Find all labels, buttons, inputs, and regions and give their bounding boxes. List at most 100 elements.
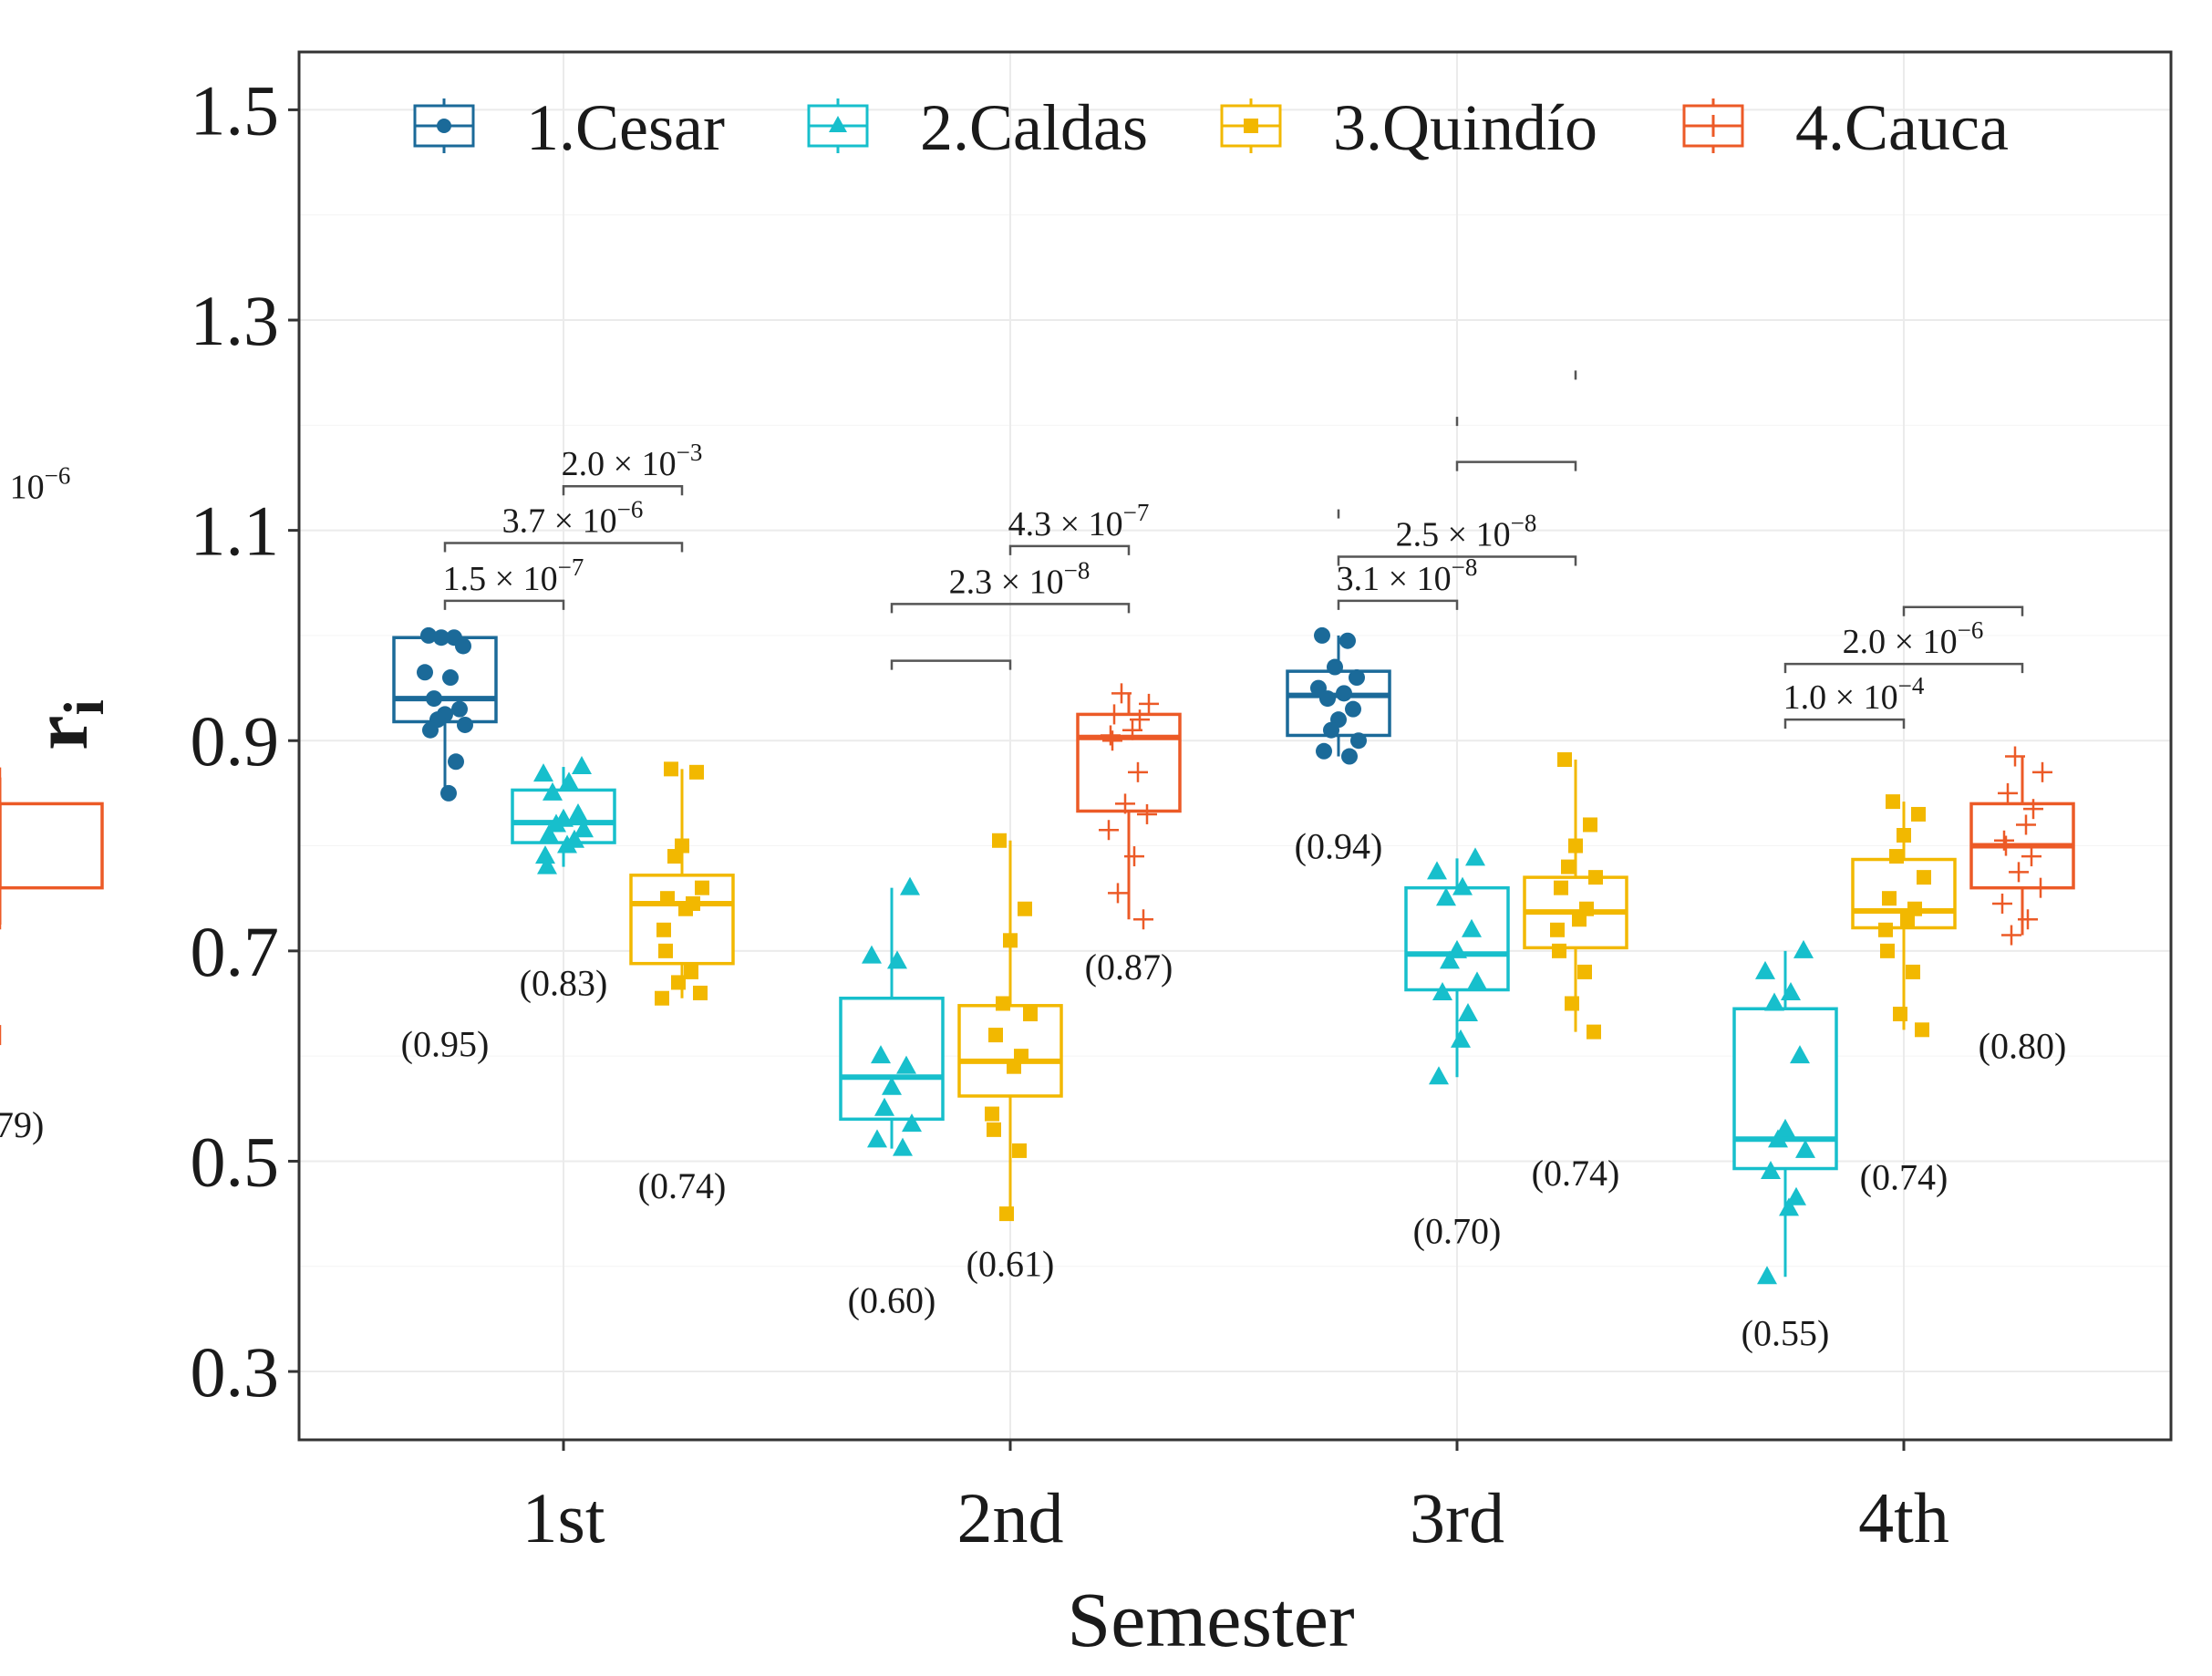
data-point (1465, 847, 1485, 866)
data-point (1007, 1059, 1021, 1074)
data-point (2016, 814, 2036, 835)
legend-label: 4.Cauca (1795, 91, 2009, 164)
p-value-mantissa: 2.5 × 10 (1396, 515, 1511, 553)
data-point (1998, 782, 2018, 803)
p-value-mantissa: 2.0 × 10 (562, 445, 677, 483)
y-tick-label: 1.1 (191, 491, 280, 571)
data-point (1790, 1045, 1810, 1064)
data-point (1757, 1266, 1777, 1285)
data-point (546, 813, 566, 833)
data-point (1339, 632, 1356, 649)
data-point (1447, 939, 1467, 958)
mean-label: (0.61) (966, 1243, 1055, 1284)
mean-label: (0.83) (520, 962, 608, 1003)
p-value-label: 2.3 × 10−8 (949, 556, 1090, 601)
data-point (667, 849, 682, 864)
legend-label: 2.Caldas (920, 91, 1148, 164)
data-point (874, 1097, 894, 1116)
y-axis-title-main: r (16, 716, 104, 750)
data-point (455, 637, 471, 655)
bracket-line (1337, 555, 1577, 566)
data-point (440, 784, 457, 802)
data-point (1561, 859, 1576, 874)
data-point (671, 975, 686, 990)
legend-label: 1.Cesar (526, 91, 725, 164)
data-point (1587, 1024, 1601, 1040)
x-tick-label: 1st (522, 1478, 605, 1557)
p-value-exponent: −8 (1452, 553, 1478, 581)
y-tick-label: 0.3 (191, 1332, 280, 1412)
data-point (1878, 922, 1893, 937)
data-point (2032, 761, 2052, 782)
data-point (893, 1137, 913, 1156)
significance-bracket: 1.0 × 10−4 (1783, 672, 1925, 729)
legend-item-3.Quindío: 3.Quindío (1220, 91, 1597, 164)
significance-bracket: 2.0 × 10−3 (562, 439, 702, 496)
data-point (1880, 943, 1895, 958)
point-layer (0, 626, 2052, 1285)
y-tick-label: 0.7 (191, 912, 280, 991)
data-point (1775, 1118, 1795, 1137)
data-point (1432, 981, 1452, 1000)
bracket-line (443, 542, 684, 553)
p-value-exponent: −4 (1898, 672, 1925, 699)
p-value-label: 2.5 × 10−6 (0, 462, 70, 507)
legend-item-1.Cesar: 1.Cesar (413, 91, 725, 164)
boxplot-1st-3.Quindío (629, 769, 735, 998)
grid-layer (299, 52, 2171, 1440)
p-value-label: 3.1 × 10−8 (1337, 553, 1478, 598)
y-tick-label: 1.3 (191, 281, 280, 360)
legend-label: 3.Quindío (1333, 91, 1597, 164)
x-tick-label: 3rd (1410, 1478, 1504, 1557)
data-point (1345, 700, 1361, 718)
mean-label: (0.74) (1860, 1157, 1948, 1198)
data-point (1323, 721, 1339, 739)
data-point (678, 901, 693, 916)
data-point (572, 756, 592, 775)
x-tick-label: 4th (1858, 1478, 1949, 1557)
p-value-label: 2.0 × 10−6 (1843, 616, 1984, 661)
significance-bracket (1902, 605, 2024, 616)
data-point (1755, 960, 1775, 979)
data-point (1440, 950, 1460, 969)
p-value-exponent: −7 (558, 553, 584, 581)
boxplot-3rd-3.Quindío (1523, 759, 1628, 1032)
data-point (1427, 861, 1447, 880)
data-point (448, 753, 464, 771)
data-point (1451, 1029, 1471, 1048)
p-value-mantissa: 3.1 × 10 (1337, 560, 1452, 598)
p-value-label: 3.7 × 10−6 (502, 495, 644, 540)
bracket-line (890, 603, 1131, 614)
data-point (1327, 658, 1343, 676)
data-point (1341, 748, 1358, 765)
bracket-line (1783, 662, 2024, 674)
x-axis-title: Semester (1067, 1576, 1354, 1663)
significance-bracket: 1.5 × 10−7 (443, 553, 584, 610)
data-point (1319, 690, 1336, 708)
box-iqr (957, 1004, 1063, 1098)
mean-label: (0.95) (401, 1023, 490, 1064)
y-tick-label: 0.9 (191, 701, 280, 781)
data-point (1133, 909, 1153, 930)
data-point (537, 855, 557, 874)
bracket-line (1902, 605, 2024, 616)
data-point (533, 763, 553, 782)
data-point (1900, 912, 1915, 927)
p-value-mantissa: 4.3 × 10 (1008, 505, 1123, 543)
data-point (543, 781, 563, 801)
mean-label: (0.79) (0, 1104, 44, 1145)
data-point (1583, 817, 1597, 833)
data-point (1124, 846, 1144, 867)
p-value-label: 1.0 × 10−4 (1783, 672, 1925, 717)
y-tick-label: 0.5 (191, 1122, 280, 1201)
data-point (1565, 996, 1579, 1011)
legend: 1.Cesar 2.Caldas 3.Quindío 4.Cauca (413, 91, 2009, 164)
significance-bracket: 3.7 × 10−6 (443, 495, 684, 553)
mean-label: (0.74) (638, 1165, 727, 1206)
data-point (568, 802, 588, 822)
data-point (2001, 925, 2021, 946)
data-point (1768, 1129, 1788, 1148)
box-iqr (1732, 1007, 1838, 1171)
